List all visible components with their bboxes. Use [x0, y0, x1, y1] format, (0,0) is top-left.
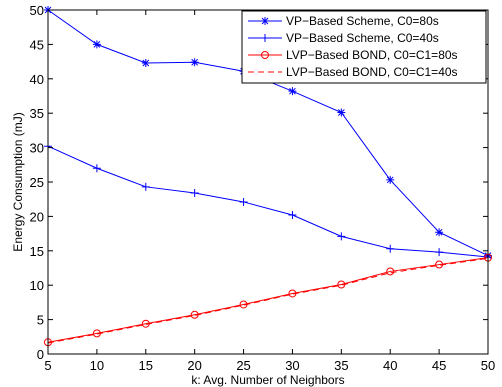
x-tick-label: 35: [334, 358, 348, 373]
star-marker: [337, 108, 346, 117]
star-marker: [261, 17, 269, 25]
y-tick-label: 50: [30, 3, 44, 18]
star-marker: [92, 40, 101, 49]
plus-marker: [92, 164, 101, 173]
legend-item: VP−Based Scheme, C0=80s: [248, 14, 439, 28]
star-marker: [141, 58, 150, 67]
plus-marker: [261, 34, 269, 42]
star-marker: [386, 175, 395, 184]
plot-frame: [47, 9, 489, 355]
y-tick-label: 0: [37, 347, 44, 362]
legend-label: LVP−Based BOND, C0=C1=80s: [286, 48, 458, 62]
legend-item: LVP−Based BOND, C0=C1=40s: [248, 65, 458, 79]
plus-marker: [190, 189, 199, 198]
x-tick-label: 15: [139, 358, 153, 373]
x-axis-label: k: Avg. Number of Neighbors: [191, 373, 344, 387]
x-tick-label: 20: [187, 358, 201, 373]
y-tick-label: 25: [30, 175, 44, 190]
y-axis-label: Energy Consumption (mJ): [11, 112, 25, 251]
x-tick-label: 25: [236, 358, 250, 373]
x-tick-label: 45: [432, 358, 446, 373]
plus-marker: [435, 248, 444, 257]
plus-marker: [386, 244, 395, 253]
y-tick-label: 35: [30, 106, 44, 121]
x-tick-label: 10: [90, 358, 104, 373]
legend-item: LVP−Based BOND, C0=C1=80s: [248, 48, 458, 62]
series-line: [47, 145, 489, 258]
x-tick-label: 30: [285, 358, 299, 373]
series-line: [47, 257, 489, 343]
legend-label: LVP−Based BOND, C0=C1=40s: [286, 65, 458, 79]
series-4: [47, 257, 489, 344]
plus-marker: [141, 182, 150, 191]
star-marker: [190, 58, 199, 67]
y-tick-label: 45: [30, 37, 44, 52]
series-line: [47, 257, 489, 344]
legend: VP−Based Scheme, C0=80s VP−Based Scheme, …: [241, 10, 487, 84]
x-tick-label: 5: [44, 358, 51, 373]
circle-marker: [386, 267, 395, 276]
legend-box: [241, 10, 487, 84]
legend-label: VP−Based Scheme, C0=40s: [286, 31, 439, 45]
plus-marker: [239, 197, 248, 206]
series-layer: [44, 6, 492, 347]
legend-item: VP−Based Scheme, C0=40s: [248, 31, 439, 45]
y-tick-label: 10: [30, 278, 44, 293]
circle-marker: [261, 51, 269, 59]
y-tick-label: 15: [30, 244, 44, 259]
y-tick-label: 30: [30, 141, 44, 156]
star-marker: [435, 228, 444, 237]
star-marker: [288, 87, 297, 96]
plus-marker: [337, 232, 346, 241]
plus-marker: [288, 211, 297, 220]
x-tick-label: 50: [481, 358, 495, 373]
y-tick-label: 5: [37, 313, 44, 328]
y-tick-label: 40: [30, 72, 44, 87]
legend-label: VP−Based Scheme, C0=80s: [286, 14, 439, 28]
y-tick-label: 20: [30, 209, 44, 224]
x-tick-label: 40: [383, 358, 397, 373]
